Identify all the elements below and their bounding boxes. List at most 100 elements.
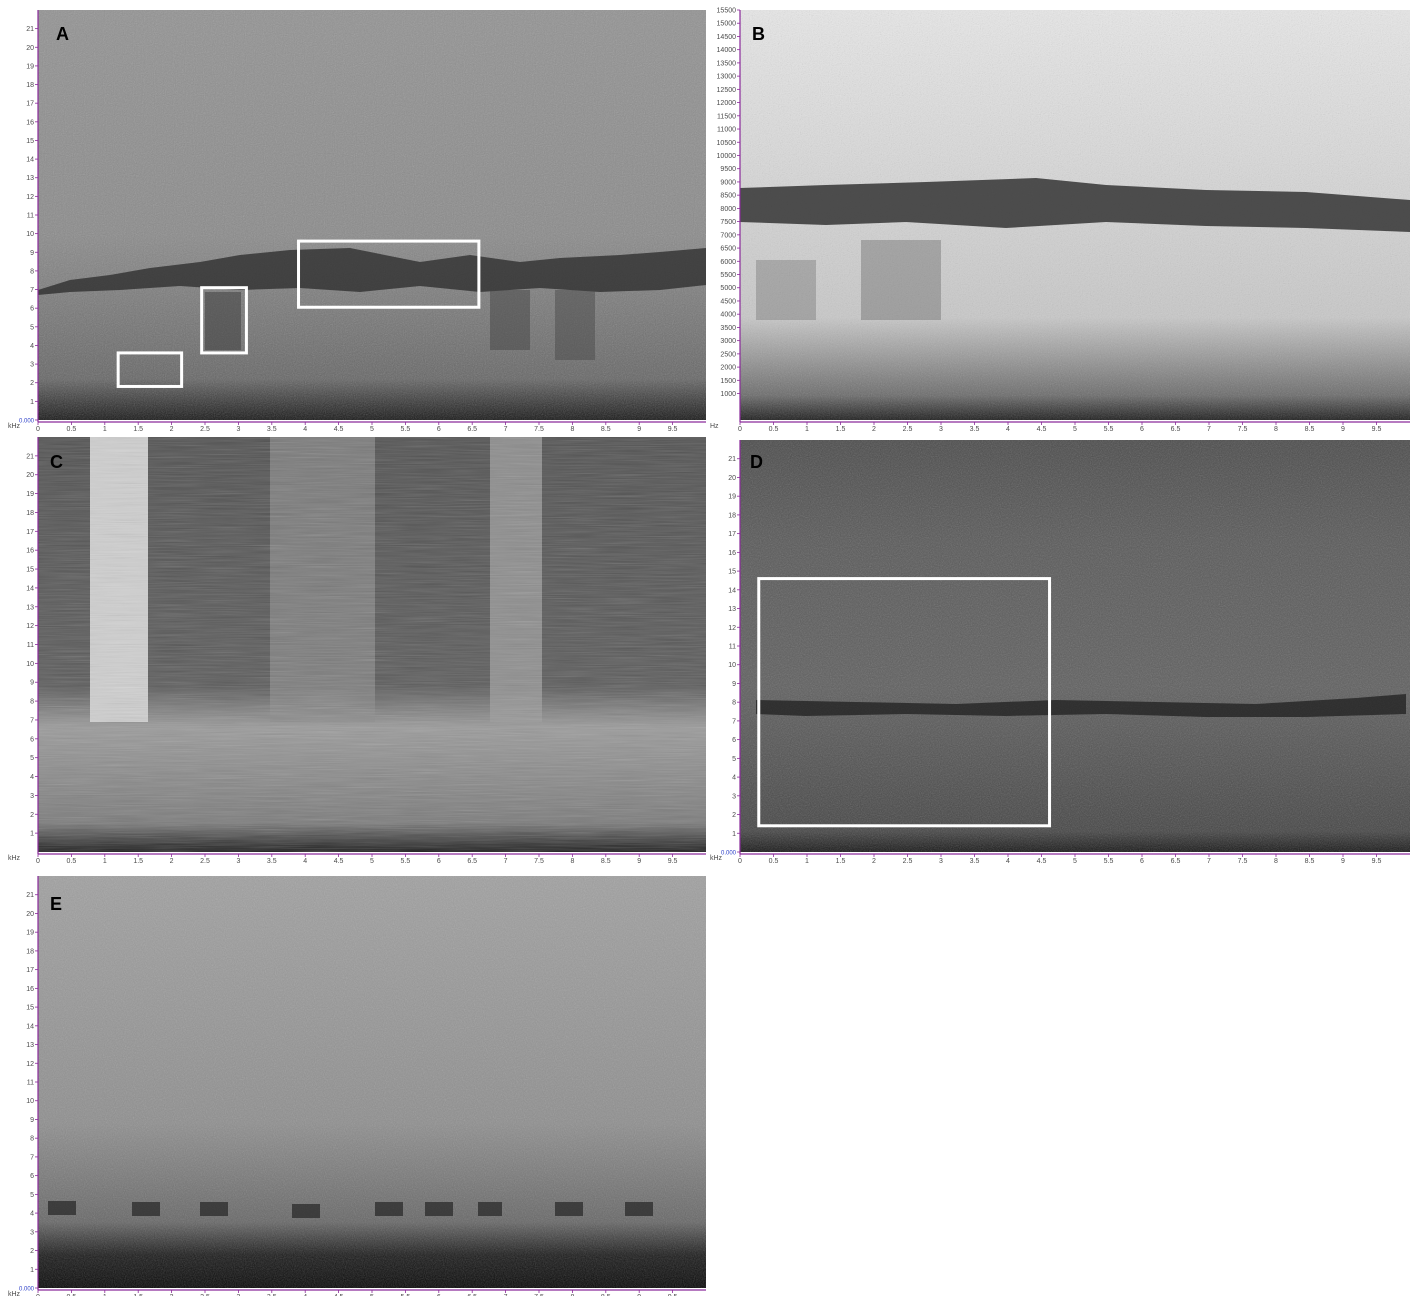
x-tick-label: 3 bbox=[236, 1294, 240, 1296]
y-tick-label: 13000 bbox=[717, 74, 737, 81]
x-tick-label: 0 bbox=[36, 858, 40, 864]
y-tick-label: 11500 bbox=[717, 113, 736, 120]
x-tick-label: 9 bbox=[637, 858, 641, 864]
x-tick-label: 8.5 bbox=[1305, 426, 1315, 432]
y-tick-label: 6000 bbox=[720, 259, 736, 266]
y-tick-label: 14 bbox=[728, 587, 736, 594]
x-tick-label: 6 bbox=[437, 858, 441, 864]
x-tick-label: 7.5 bbox=[534, 426, 544, 432]
y-tick-label: 3 bbox=[30, 1229, 34, 1236]
y-tick-label: 14500 bbox=[717, 34, 737, 41]
y-axis-unit-label: kHz bbox=[8, 423, 21, 430]
y-tick-label: 16 bbox=[26, 986, 34, 993]
spectrogram-panel-c: 1 2 3 4 5 6 7 8 9 10 11 12 13 14 15 16 17 18 19 20 21 kHz 0 0.5… bbox=[0, 432, 706, 864]
y-tick-label: 19 bbox=[26, 63, 34, 70]
x-tick-label: 1.5 bbox=[133, 1294, 143, 1296]
x-tick-label: 7.5 bbox=[534, 1294, 544, 1296]
x-tick-label: 7 bbox=[1207, 426, 1211, 432]
y-tick-label: 6 bbox=[30, 306, 34, 313]
y-tick-label: 19 bbox=[728, 494, 736, 501]
x-tick-label: 3 bbox=[236, 858, 240, 864]
panel-label-a: A bbox=[56, 24, 69, 44]
y-tick-label: 0.000 bbox=[19, 1287, 35, 1293]
y-tick-label: 8000 bbox=[720, 206, 736, 213]
y-tick-label: 13 bbox=[26, 604, 34, 611]
y-tick-label: 10000 bbox=[717, 153, 737, 160]
y-tick-label: 5 bbox=[30, 324, 34, 331]
y-tick-label: 11 bbox=[27, 1080, 34, 1087]
y-tick-label: 2000 bbox=[720, 365, 736, 372]
x-tick-label: 4.5 bbox=[334, 426, 344, 432]
y-tick-label: 12 bbox=[728, 625, 736, 632]
y-tick-label: 15 bbox=[26, 567, 34, 574]
y-tick-label: 9000 bbox=[720, 179, 736, 186]
x-tick-label: 5.5 bbox=[401, 858, 411, 864]
x-tick-label: 5.5 bbox=[1104, 426, 1114, 432]
x-tick-label: 0.5 bbox=[67, 1294, 77, 1296]
x-tick-label: 7.5 bbox=[534, 858, 544, 864]
y-tick-label: 1 bbox=[732, 831, 736, 838]
y-tick-label: 6 bbox=[732, 737, 736, 744]
x-tick-label: 0 bbox=[36, 426, 40, 432]
y-tick-label: 0.000 bbox=[721, 851, 737, 857]
x-tick-label: 9 bbox=[637, 426, 641, 432]
x-tick-label: 6.5 bbox=[1171, 426, 1181, 432]
y-tick-label: 7 bbox=[30, 287, 34, 294]
x-tick-label: 8.5 bbox=[601, 426, 611, 432]
y-tick-label: 6500 bbox=[720, 246, 736, 253]
y-tick-label: 10 bbox=[26, 1098, 34, 1105]
x-tick-label: 1 bbox=[103, 1294, 107, 1296]
x-tick-label: 5.5 bbox=[401, 1294, 411, 1296]
y-tick-label: 20 bbox=[728, 475, 736, 482]
x-tick-label: 2.5 bbox=[903, 426, 913, 432]
x-tick-label: 1 bbox=[805, 426, 809, 432]
y-tick-label: 11 bbox=[729, 644, 736, 651]
y-tick-label: 17 bbox=[26, 529, 34, 536]
y-axis-unit-label: kHz bbox=[8, 855, 21, 862]
panel-label-b: B bbox=[752, 24, 765, 44]
y-tick-label: 1500 bbox=[720, 378, 736, 385]
y-tick-label: 8 bbox=[30, 699, 34, 706]
x-tick-label: 1 bbox=[103, 426, 107, 432]
x-tick-label: 4 bbox=[303, 426, 307, 432]
y-tick-label: 15500 bbox=[717, 8, 737, 15]
highlight-box bbox=[116, 351, 184, 388]
y-tick-label: 2500 bbox=[720, 351, 736, 358]
spectrogram-panel-a: 0.000 1 2 3 4 5 6 7 8 9 10 11 12 13 14 15 16 17 18 19 20 21 kH… bbox=[0, 0, 706, 432]
y-tick-label: 6 bbox=[30, 1173, 34, 1180]
x-tick-label: 6 bbox=[437, 1294, 441, 1296]
spectrogram-panel-e: 0.000 1 2 3 4 5 6 7 8 9 10 11 12 13 14 15 16 17 18 19 20 21 kH… bbox=[0, 864, 706, 1296]
x-tick-label: 7 bbox=[1207, 858, 1211, 864]
x-tick-label: 3 bbox=[939, 426, 943, 432]
y-tick-label: 8 bbox=[30, 1136, 34, 1143]
y-axis-unit-label: Hz bbox=[710, 423, 719, 430]
x-tick-label: 5 bbox=[370, 858, 374, 864]
x-tick-label: 1.5 bbox=[836, 858, 846, 864]
y-tick-label: 2 bbox=[30, 1248, 34, 1255]
x-tick-label: 2 bbox=[170, 1294, 174, 1296]
y-tick-label: 0.000 bbox=[19, 419, 35, 425]
y-tick-label: 2 bbox=[732, 812, 736, 819]
x-tick-label: 0 bbox=[738, 426, 742, 432]
y-tick-label: 14 bbox=[26, 157, 34, 164]
highlight-boxes-a bbox=[116, 239, 481, 388]
y-tick-label: 12 bbox=[26, 194, 34, 201]
y-tick-label: 14000 bbox=[717, 47, 737, 54]
x-tick-label: 3.5 bbox=[970, 426, 980, 432]
y-tick-label: 17 bbox=[26, 101, 34, 108]
x-tick-label: 5.5 bbox=[401, 426, 411, 432]
x-tick-label: 8 bbox=[570, 1294, 574, 1296]
x-tick-label: 3.5 bbox=[267, 1294, 277, 1296]
spectrogram-panel-d: 0.000 1 2 3 4 5 6 7 8 9 10 11 12 13 14 15 16 17 18 19 20 21 kH… bbox=[706, 432, 1414, 864]
x-tick-label: 5 bbox=[1073, 858, 1077, 864]
x-tick-label: 7.5 bbox=[1238, 426, 1248, 432]
x-tick-label: 4.5 bbox=[1037, 858, 1047, 864]
y-tick-label: 13 bbox=[728, 606, 736, 613]
x-tick-label: 6.5 bbox=[467, 858, 477, 864]
y-tick-label: 19 bbox=[26, 491, 34, 498]
y-tick-label: 21 bbox=[728, 456, 736, 463]
x-tick-label: 7 bbox=[504, 1294, 508, 1296]
y-tick-label: 18 bbox=[728, 512, 736, 519]
x-tick-label: 2 bbox=[872, 858, 876, 864]
x-tick-label: 1.5 bbox=[836, 426, 846, 432]
